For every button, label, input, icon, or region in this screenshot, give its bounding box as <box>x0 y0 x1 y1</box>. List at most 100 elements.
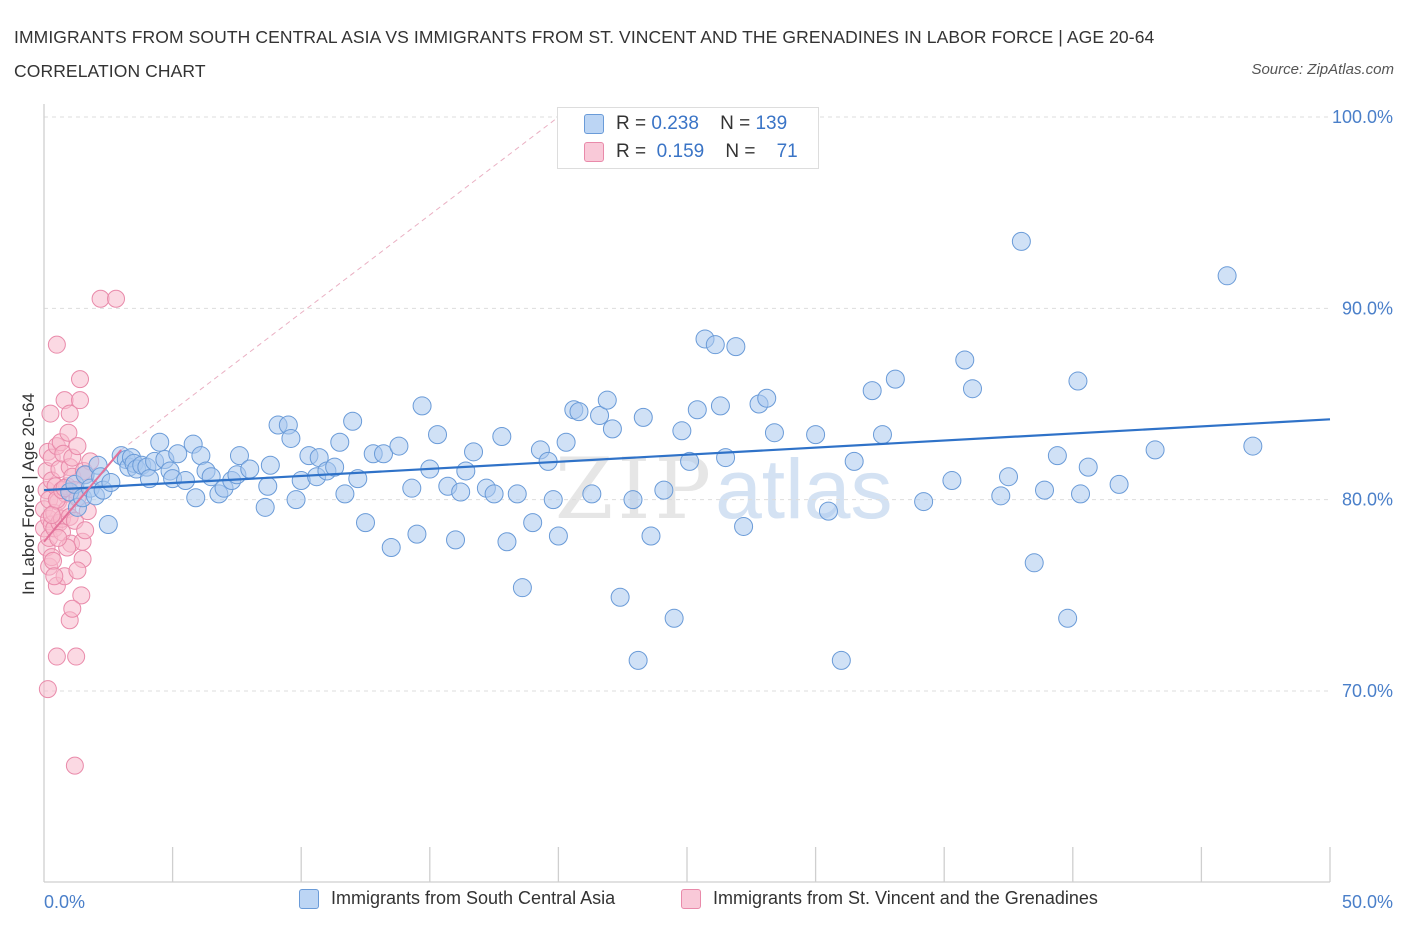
stats-legend: R = 0.238 N = 139 R = 0.159 N = 71 <box>557 107 819 169</box>
pink-point-46 <box>68 437 87 456</box>
blue-point-111 <box>844 451 864 471</box>
blue-point-22 <box>150 432 170 452</box>
reference-line <box>120 116 559 451</box>
blue-point-113 <box>872 425 892 445</box>
blue-point-100 <box>705 335 725 355</box>
stats-row-pink: R = 0.159 N = 71 <box>584 139 798 165</box>
blue-point-26 <box>168 444 188 464</box>
pink-point-70 <box>49 528 68 547</box>
y-tick-labels: 70.0% 80.0% 90.0% 100.0% <box>1332 107 1393 701</box>
pink-point-67 <box>45 567 64 586</box>
stats-n-value-blue: 139 <box>755 113 788 134</box>
y-tick-label-90: 90.0% <box>1342 298 1393 318</box>
blue-point-101 <box>710 396 730 416</box>
stats-swatch-pink <box>584 142 604 162</box>
grid-lines <box>44 116 1330 692</box>
blue-point-81 <box>548 526 568 546</box>
blue-point-93 <box>641 526 661 546</box>
series-pink-points <box>35 289 126 775</box>
legend-item-pink: Immigrants from St. Vincent and the Gren… <box>681 888 1098 909</box>
pink-point-57 <box>91 289 110 308</box>
blue-point-10 <box>98 515 118 535</box>
blue-point-72 <box>484 484 504 504</box>
stats-r-label-pink: R = <box>616 141 647 162</box>
blue-point-112 <box>862 381 882 401</box>
blue-point-76 <box>512 578 532 598</box>
blue-point-40 <box>258 476 278 496</box>
axes <box>43 104 1330 883</box>
legend-swatch-blue <box>299 888 319 909</box>
y-tick-label-70: 70.0% <box>1342 681 1393 701</box>
blue-point-44 <box>281 428 301 448</box>
blue-point-120 <box>999 467 1018 487</box>
pink-point-66 <box>68 561 87 580</box>
blue-point-65 <box>428 425 448 445</box>
pink-point-48 <box>71 370 90 389</box>
blue-point-92 <box>633 407 653 427</box>
pink-point-60 <box>65 756 84 775</box>
blue-point-75 <box>507 484 527 504</box>
pink-point-36 <box>60 404 79 423</box>
blue-point-90 <box>623 490 643 510</box>
blue-point-70 <box>464 442 484 462</box>
blue-point-88 <box>602 419 622 439</box>
y-tick-label-100: 100.0% <box>1332 107 1393 127</box>
blue-point-69 <box>456 461 476 481</box>
blue-point-39 <box>255 497 275 517</box>
blue-point-38 <box>240 459 260 479</box>
blue-point-73 <box>492 427 512 447</box>
pink-point-35 <box>59 423 78 442</box>
blue-point-56 <box>356 513 375 533</box>
blue-point-124 <box>1047 446 1067 466</box>
pink-point-15 <box>44 551 63 570</box>
blue-point-27 <box>175 471 195 491</box>
blue-point-45 <box>286 490 306 510</box>
blue-point-121 <box>1011 231 1031 251</box>
stats-n-label-pink: N = <box>725 141 756 162</box>
blue-point-86 <box>590 405 610 425</box>
legend-label-blue: Immigrants from South Central Asia <box>331 888 616 908</box>
stats-swatch-blue <box>584 114 604 134</box>
blue-point-132 <box>1243 436 1263 456</box>
blue-point-122 <box>1024 553 1044 573</box>
blue-point-127 <box>1071 484 1091 504</box>
blue-point-125 <box>1058 608 1078 628</box>
blue-point-58 <box>374 444 394 464</box>
blue-point-117 <box>955 350 975 370</box>
legend-item-blue: Immigrants from South Central Asia <box>299 888 615 909</box>
x-tick-label-min: 0.0% <box>44 892 85 912</box>
blue-point-109 <box>818 501 838 521</box>
pink-point-65 <box>63 599 82 618</box>
blue-point-63 <box>412 396 432 416</box>
pink-point-50 <box>72 586 91 605</box>
legend-swatch-pink <box>681 888 701 909</box>
blue-point-114 <box>885 369 905 389</box>
y-tick-label-80: 80.0% <box>1342 490 1393 510</box>
blue-point-131 <box>1217 266 1237 286</box>
chart-title: IMMIGRANTS FROM SOUTH CENTRAL ASIA VS IM… <box>14 27 1155 81</box>
bottom-legend: Immigrants from South Central Asia Immig… <box>0 888 1406 916</box>
blue-point-126 <box>1068 371 1088 391</box>
blue-point-80 <box>543 490 563 510</box>
blue-point-103 <box>726 337 746 357</box>
trend-lines <box>43 418 1331 543</box>
pink-point-10 <box>41 404 60 423</box>
x-tick-label-max: 50.0% <box>1342 892 1393 912</box>
stats-row-blue: R = 0.238 N = 139 <box>584 111 787 137</box>
blue-point-108 <box>806 425 826 445</box>
pink-point-22 <box>47 335 66 354</box>
pink-point-58 <box>107 289 126 308</box>
blue-point-128 <box>1078 457 1098 477</box>
blue-point-52 <box>330 432 350 452</box>
blue-point-11 <box>101 472 121 492</box>
blue-point-60 <box>389 436 409 456</box>
blue-point-97 <box>680 451 700 471</box>
blue-point-118 <box>962 379 982 399</box>
y-axis-label: In Labor Force | Age 20-64 <box>19 393 38 595</box>
blue-point-53 <box>335 484 355 504</box>
series-blue-points <box>60 231 1263 670</box>
blue-point-67 <box>446 530 466 550</box>
blue-point-104 <box>734 516 754 536</box>
stats-r-value-pink: 0.159 <box>656 141 705 162</box>
